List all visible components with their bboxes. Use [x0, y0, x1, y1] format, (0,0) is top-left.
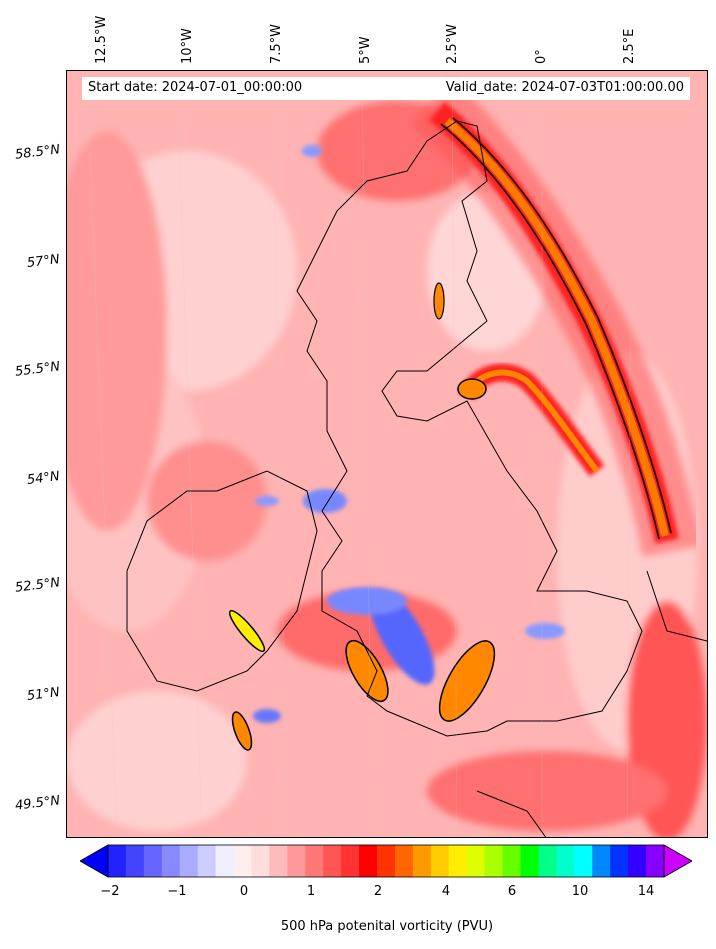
colorbar-tick-label: −1	[167, 884, 187, 899]
colorbar-segment	[323, 845, 342, 877]
colorbar-tick-label: 10	[571, 884, 589, 899]
colorbar-tick-label: 6	[507, 884, 517, 899]
colorbar-extend-high	[663, 844, 692, 878]
graticule	[86, 71, 633, 837]
colorbar-segment	[143, 845, 163, 877]
colorbar-tick-label: 0	[239, 884, 249, 899]
colorbar-segment	[628, 845, 647, 877]
start-date-label: Start date: 2024-07-01_00:00:00	[88, 80, 303, 95]
longitude-label: 5°W	[358, 36, 373, 64]
pv-orange-cells	[228, 282, 496, 751]
colorbar-segment	[448, 845, 468, 877]
colorbar-frame	[107, 844, 665, 878]
colorbar-label: 500 hPa potenital vorticity (PVU)	[280, 919, 494, 934]
latitude-label: 57°N	[26, 252, 61, 271]
colorbar	[80, 844, 692, 878]
longitude-label: 2.5°W	[445, 23, 460, 64]
pv-hook-feature	[457, 363, 605, 477]
latitude-label: 54°N	[26, 469, 61, 488]
colorbar-segment	[197, 845, 217, 877]
colorbar-segment	[646, 845, 665, 877]
pv-field-map	[67, 71, 707, 837]
colorbar-segment	[520, 845, 539, 877]
colorbar-segment	[377, 845, 396, 877]
colorbar-segment	[484, 845, 504, 877]
colorbar-segment	[108, 845, 127, 877]
colorbar-tick-label: 1	[306, 884, 316, 899]
longitude-label: 2.5°E	[622, 28, 637, 64]
colorbar-segment	[215, 845, 235, 877]
colorbar-segment	[161, 845, 181, 877]
map-frame: Start date: 2024-07-01_00:00:00 Valid_da…	[66, 70, 708, 838]
longitude-label: 10°W	[180, 28, 195, 64]
colorbar-extend-low	[80, 844, 109, 878]
colorbar-segment	[592, 845, 611, 877]
valid-date-label: Valid_date: 2024-07-03T01:00:00.00	[445, 80, 684, 95]
colorbar-segment	[412, 845, 432, 877]
colorbar-segment	[341, 845, 360, 877]
colorbar-tick-label: −2	[100, 884, 120, 899]
colorbar-segment	[430, 845, 450, 877]
pv-negative-cells	[253, 145, 565, 723]
colorbar-segment	[269, 845, 288, 877]
latitude-label: 55.5°N	[14, 359, 61, 380]
colorbar-segment	[502, 845, 522, 877]
longitude-label: 7.5°W	[269, 23, 284, 64]
colorbar-segment	[233, 845, 252, 877]
colorbar-segment	[179, 845, 199, 877]
longitude-label: 12.5°W	[94, 15, 109, 64]
date-info-box: Start date: 2024-07-01_00:00:00 Valid_da…	[82, 77, 690, 100]
latitude-label: 58.5°N	[14, 142, 61, 163]
latitude-label: 51°N	[26, 685, 61, 704]
colorbar-tick-label: 14	[637, 884, 655, 899]
colorbar-segment	[538, 845, 557, 877]
colorbar-segment	[359, 845, 378, 877]
pv-smooth-regions	[67, 101, 707, 837]
latitude-label: 49.5°N	[14, 793, 61, 814]
longitude-label: 0°	[534, 49, 549, 64]
colorbar-segment	[251, 845, 270, 877]
latitude-label: 52.5°N	[14, 575, 61, 596]
colorbar-segment	[305, 845, 324, 877]
colorbar-tick-label: 2	[373, 884, 383, 899]
colorbar-segment	[287, 845, 306, 877]
colorbar-segment	[610, 845, 629, 877]
colorbar-segment	[556, 845, 575, 877]
coastline	[126, 120, 707, 837]
colorbar-segment	[574, 845, 593, 877]
colorbar-tick-label: 4	[441, 884, 451, 899]
colorbar-segment	[125, 845, 145, 877]
colorbar-segment	[466, 845, 486, 877]
colorbar-segment	[394, 845, 414, 877]
